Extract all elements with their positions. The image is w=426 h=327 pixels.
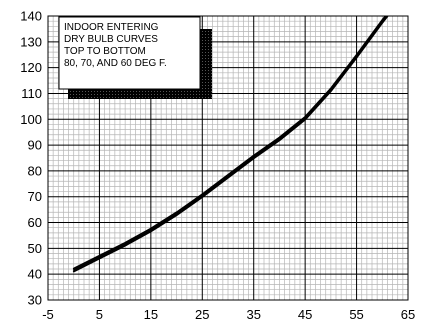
annotation-line-1: INDOOR ENTERING xyxy=(64,22,159,33)
y-tick-label: 80 xyxy=(28,163,42,178)
x-tick-label: 45 xyxy=(298,307,312,322)
x-tick-label: 25 xyxy=(195,307,209,322)
y-tick-label: 70 xyxy=(28,189,42,204)
x-tick-label: 65 xyxy=(401,307,415,322)
curve-group xyxy=(72,16,389,273)
y-tick-label: 90 xyxy=(28,138,42,153)
y-tick-label: 30 xyxy=(28,293,42,308)
series-line-1 xyxy=(72,16,387,270)
annotation-line-3: TOP TO BOTTOM xyxy=(64,46,146,57)
series-line-2 xyxy=(72,16,388,271)
y-tick-label: 60 xyxy=(28,215,42,230)
annotation-line-2: DRY BULB CURVES xyxy=(64,34,158,45)
x-tick-label: 5 xyxy=(96,307,103,322)
annotation-line-4: 80, 70, AND 60 DEG F. xyxy=(64,58,167,69)
y-tick-label: 110 xyxy=(21,86,42,101)
plot-frame xyxy=(47,15,409,301)
y-axis-labels: 30 40 50 60 70 80 90 100 110 120 130 140 xyxy=(20,9,42,308)
x-tick-label: 15 xyxy=(144,307,158,322)
annotation-box: INDOOR ENTERING DRY BULB CURVES TOP TO B… xyxy=(58,16,212,99)
y-tick-label: 120 xyxy=(20,60,42,75)
y-tick-label: 100 xyxy=(20,112,42,127)
x-tick-label: -5 xyxy=(42,307,54,322)
y-tick-label: 40 xyxy=(28,267,42,282)
y-tick-label: 130 xyxy=(20,34,42,49)
x-axis-labels: -5 5 15 25 35 45 55 65 xyxy=(42,307,415,322)
series-line-3 xyxy=(72,16,389,273)
major-grid xyxy=(48,16,408,300)
y-tick-label: 140 xyxy=(20,9,42,24)
x-tick-label: 55 xyxy=(349,307,363,322)
annotation-panel xyxy=(58,16,201,90)
x-tick-label: 35 xyxy=(246,307,260,322)
y-tick-label: 50 xyxy=(28,241,42,256)
